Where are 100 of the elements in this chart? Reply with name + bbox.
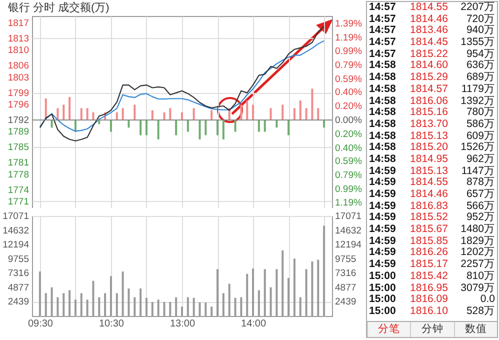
y2-tick-label: 0.99% (335, 46, 362, 58)
bar (264, 120, 266, 132)
text: 14:58 1815.13 609万 (369, 130, 495, 142)
y2-tick-label: 1.19% (335, 198, 362, 209)
bar (311, 88, 314, 120)
text: 14:57 1815.22 954万 (369, 48, 495, 60)
bar (169, 108, 172, 120)
y-tick-label: 17071 (2, 211, 29, 222)
bar (258, 120, 260, 132)
y2-tick-label: 9755 (335, 254, 356, 265)
text: 14:59 1816.83 566万 (369, 200, 495, 212)
y2-tick-label: 0.40% (335, 87, 362, 98)
y-tick-label: 9755 (8, 254, 29, 265)
text: 14:58 1815.16 780万 (369, 106, 495, 118)
y2-tick-label: 2439 (335, 296, 356, 308)
y2-tick-label: 7316 (335, 268, 356, 280)
bar (134, 104, 136, 120)
bar (122, 108, 124, 120)
bar (145, 120, 148, 136)
x-tick-label: 09:30 (28, 318, 54, 330)
bar (175, 120, 178, 136)
y-tick-label: 12194 (2, 240, 29, 251)
text: 14:59 1816.26 1202万 (369, 246, 495, 258)
text: 分笔 分钟 数值 (378, 323, 487, 335)
text: 14:58 1813.70 586万 (369, 118, 495, 130)
bar (282, 104, 284, 120)
y2-tick-label: 12194 (335, 240, 362, 251)
text: 14:57 1814.46 720万 (369, 12, 495, 25)
y2-tick-label: 4877 (335, 282, 356, 294)
y-tick-label: 4877 (8, 282, 29, 294)
y2-tick-label: 0.40% (335, 142, 362, 154)
y2-tick-label: 0.79% (335, 60, 362, 72)
bar (252, 104, 254, 120)
y-tick-label: 1771 (8, 196, 29, 208)
line-series (39, 40, 325, 132)
bar (157, 120, 160, 140)
y2-tick-label: 0.00% (335, 114, 362, 126)
text: 14:57 1814.55 2207万 (369, 1, 495, 13)
bar (299, 100, 302, 120)
bar (210, 110, 213, 120)
bar (181, 112, 183, 120)
bar (216, 120, 219, 136)
bar (293, 108, 296, 120)
y2-tick-label: 1.19% (335, 32, 362, 44)
text: 14:59 1814.46 657万 (369, 188, 495, 200)
bar (86, 108, 88, 120)
text: 14:58 1815.20 1526万 (369, 141, 495, 154)
text: 14:59 1815.85 1829万 (369, 234, 495, 247)
y-tick-label: 1796 (8, 99, 29, 110)
text: 14:58 1814.60 636万 (369, 59, 495, 72)
bar (204, 120, 207, 136)
bar (128, 120, 130, 128)
y2-tick-label: 17071 (335, 211, 362, 222)
text: 14:59 1815.13 1147万 (369, 164, 495, 177)
y2-tick-label: 0.59% (335, 74, 362, 85)
y-tick-label: 7316 (8, 268, 29, 280)
bar (50, 120, 53, 128)
text: 15:00 1816.09 0.0 (369, 293, 495, 306)
y-tick-label: 1799 (8, 88, 29, 99)
bar (116, 112, 118, 120)
bar (317, 108, 320, 120)
y2-tick-label: 0.99% (335, 184, 362, 195)
text: 14:57 1813.46 940万 (369, 24, 495, 36)
y2-tick-label: 1.39% (335, 18, 362, 30)
bar (234, 120, 236, 132)
text: 14:58 1814.95 962万 (369, 152, 495, 165)
y-tick-label: 1792 (8, 114, 29, 126)
y-tick-label: 1806 (8, 60, 29, 72)
chart-title: 银行 分时 成交额(万) (6, 1, 110, 14)
bar (198, 120, 201, 140)
y-tick-label: 1810 (8, 45, 29, 56)
text: 14:59 1815.52 952万 (369, 211, 495, 224)
text: 15:00 1816.10 528万 (369, 304, 495, 317)
text: 14:59 1815.67 1480万 (369, 223, 495, 236)
y2-tick-label: 0.20% (335, 101, 362, 112)
text: 14:59 1815.17 2257万 (369, 258, 495, 270)
bar (140, 120, 142, 136)
text: 14:58 1815.29 689万 (369, 71, 495, 84)
y-tick-label: 1789 (8, 126, 29, 138)
text: 14:58 1814.57 1179万 (369, 82, 495, 95)
text: 14:57 1814.45 1355万 (369, 36, 495, 48)
bar (110, 120, 112, 132)
text: 14:58 1816.06 1392万 (369, 94, 495, 106)
bar (276, 120, 278, 128)
bar (246, 100, 248, 120)
y-tick-label: 1785 (8, 142, 29, 154)
bar (62, 104, 65, 120)
bar (92, 112, 94, 120)
y-tick-label: 1781 (8, 158, 29, 169)
y2-tick-label: 14632 (335, 225, 362, 236)
y-tick-label: 2439 (8, 296, 29, 308)
y-tick-label: 1817 (8, 18, 29, 29)
bar (222, 120, 224, 140)
text: 15:00 1816.95 3079万 (369, 282, 495, 294)
bar (163, 112, 166, 120)
x-tick-label: 10:30 (98, 318, 124, 330)
y-tick-label: 1774 (8, 184, 29, 196)
y-tick-label: 1778 (8, 169, 29, 180)
text: 14:59 1814.55 878万 (369, 176, 495, 188)
y-tick-label: 1803 (8, 72, 29, 84)
